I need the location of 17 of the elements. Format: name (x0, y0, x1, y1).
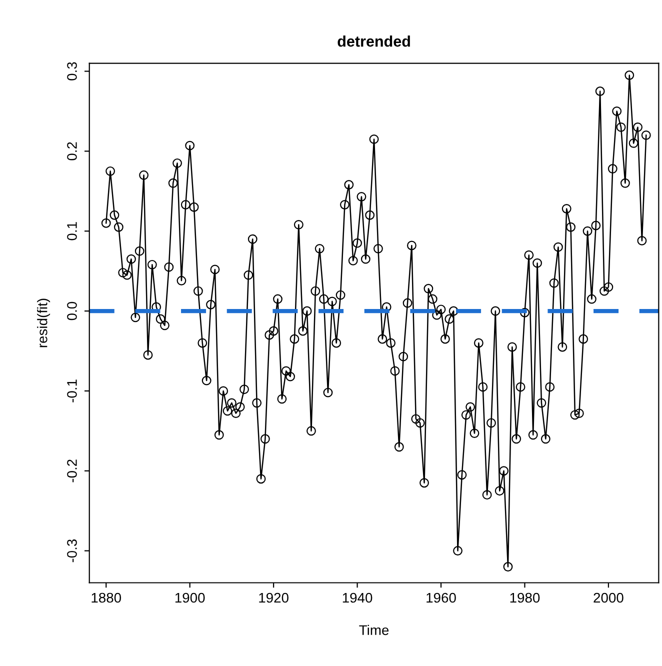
y-tick-label: -0.3 (67, 539, 77, 562)
x-tick-label: 1960 (426, 592, 456, 603)
y-tick-label: -0.1 (67, 380, 77, 402)
y-tick-label: 0.2 (67, 142, 77, 160)
x-tick-label: 1940 (342, 592, 372, 603)
x-tick-label: 1900 (175, 592, 205, 603)
x-tick-label: 2000 (594, 592, 624, 603)
y-tick-label: 0.0 (67, 302, 77, 320)
y-tick-label: 0.3 (67, 62, 77, 80)
x-tick-label: 1980 (510, 592, 540, 603)
chart-title: detrended (338, 36, 410, 47)
y-tick-label: 0.1 (67, 222, 77, 240)
y-tick-label: -0.2 (67, 460, 77, 482)
x-axis-title: Time (359, 624, 389, 636)
x-tick-label: 1880 (92, 592, 122, 603)
x-tick-label: 1920 (259, 592, 288, 603)
y-axis-title: resid(fit) (37, 298, 50, 348)
